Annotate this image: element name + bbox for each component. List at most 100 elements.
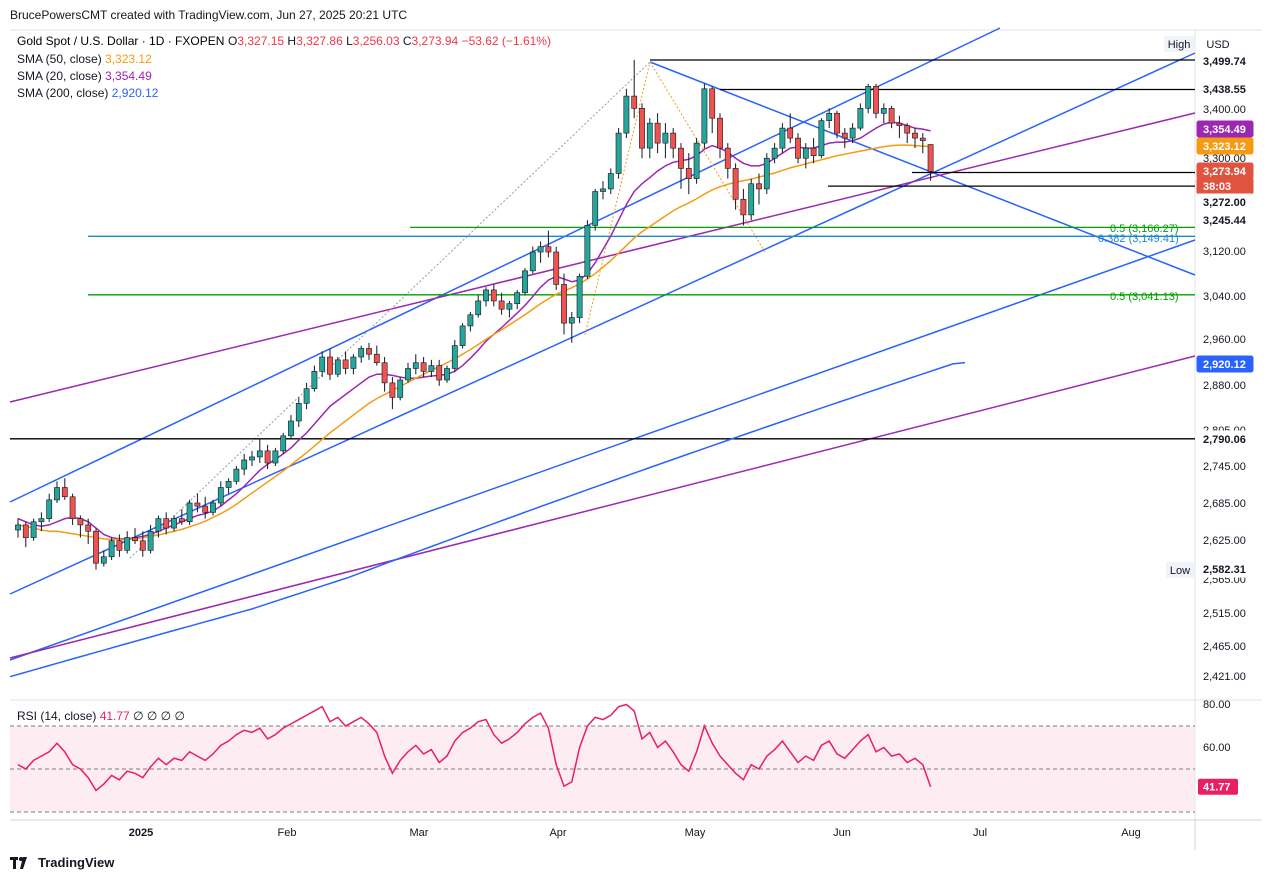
time-axis[interactable]: 2025 Feb Mar Apr May Jun Jul Aug: [129, 827, 1141, 839]
candle[interactable]: [397, 377, 404, 401]
candle[interactable]: [327, 348, 333, 380]
candle[interactable]: [295, 397, 302, 427]
candle[interactable]: [709, 86, 716, 134]
candle[interactable]: [108, 537, 115, 560]
candle[interactable]: [576, 273, 583, 324]
candle[interactable]: [249, 450, 255, 467]
candle[interactable]: [498, 292, 505, 315]
low-button[interactable]: Low: [1166, 562, 1194, 578]
candle[interactable]: [93, 528, 99, 570]
candle[interactable]: [420, 357, 427, 378]
candle[interactable]: [529, 246, 536, 274]
candle[interactable]: [615, 128, 622, 179]
candle[interactable]: [381, 357, 388, 392]
candle[interactable]: [873, 83, 879, 119]
candle[interactable]: [280, 432, 287, 454]
candle[interactable]: [303, 382, 310, 410]
horizontal-levels[interactable]: [10, 59, 1195, 440]
trendline-descending[interactable]: [649, 61, 1196, 276]
candle[interactable]: [163, 512, 170, 535]
candle[interactable]: [927, 144, 934, 181]
candle[interactable]: [779, 123, 786, 154]
candle[interactable]: [288, 415, 294, 439]
candle[interactable]: [77, 515, 84, 538]
high-button[interactable]: High: [1164, 36, 1194, 52]
candle[interactable]: [732, 163, 739, 210]
candle[interactable]: [506, 300, 513, 318]
candle[interactable]: [116, 534, 123, 557]
candle[interactable]: [849, 123, 856, 144]
candle[interactable]: [459, 323, 466, 349]
candle[interactable]: [553, 246, 560, 290]
candle[interactable]: [217, 481, 224, 507]
candle[interactable]: [147, 524, 154, 554]
trendline-upper-channel[interactable]: [9, 27, 1001, 503]
candle[interactable]: [607, 168, 614, 195]
candle[interactable]: [818, 118, 825, 159]
candle[interactable]: [701, 83, 708, 149]
currency-button[interactable]: USD: [1206, 39, 1229, 51]
candle[interactable]: [412, 354, 419, 375]
candle[interactable]: [654, 113, 661, 154]
candle[interactable]: [537, 241, 544, 263]
candle[interactable]: [139, 531, 146, 557]
candle[interactable]: [405, 362, 411, 383]
candle[interactable]: [155, 515, 162, 538]
candle[interactable]: [451, 339, 458, 372]
candle[interactable]: [15, 518, 21, 538]
candle[interactable]: [662, 123, 669, 159]
candle[interactable]: [483, 287, 489, 307]
candle[interactable]: [514, 289, 521, 310]
candle[interactable]: [678, 143, 684, 189]
candle[interactable]: [311, 365, 318, 392]
trendline-long-support[interactable]: [9, 239, 1196, 661]
trendline-purple-lower[interactable]: [9, 355, 1196, 659]
candle[interactable]: [810, 138, 817, 164]
candle[interactable]: [186, 499, 193, 525]
candle[interactable]: [264, 444, 271, 470]
candle[interactable]: [748, 178, 755, 221]
candle[interactable]: [61, 478, 68, 500]
candle[interactable]: [428, 359, 435, 378]
candle[interactable]: [841, 128, 848, 149]
candle[interactable]: [888, 105, 895, 129]
candle[interactable]: [919, 133, 926, 154]
candle[interactable]: [319, 351, 326, 378]
candle[interactable]: [475, 295, 482, 318]
candle[interactable]: [85, 518, 92, 544]
candle[interactable]: [771, 143, 778, 164]
candle[interactable]: [756, 173, 762, 205]
candle[interactable]: [373, 345, 380, 366]
candle[interactable]: [54, 481, 60, 503]
candle[interactable]: [225, 478, 232, 494]
candle[interactable]: [896, 115, 903, 139]
candle[interactable]: [545, 230, 552, 258]
candle[interactable]: [490, 284, 497, 307]
candle[interactable]: [171, 515, 177, 532]
candle[interactable]: [342, 351, 349, 375]
candle[interactable]: [561, 273, 567, 335]
candle[interactable]: [358, 345, 365, 363]
candle[interactable]: [584, 220, 591, 279]
candle[interactable]: [178, 509, 185, 525]
candle[interactable]: [350, 354, 357, 375]
candle[interactable]: [272, 447, 279, 467]
candle[interactable]: [631, 59, 638, 119]
candle[interactable]: [826, 108, 833, 129]
candle[interactable]: [592, 188, 599, 231]
candle[interactable]: [256, 438, 263, 464]
candle[interactable]: [436, 359, 443, 386]
candle[interactable]: [912, 128, 918, 149]
trendline-purple-upper[interactable]: [9, 112, 1196, 403]
candle[interactable]: [30, 518, 37, 541]
candle[interactable]: [334, 357, 341, 378]
candle[interactable]: [69, 493, 76, 525]
candle[interactable]: [763, 153, 770, 195]
candle[interactable]: [904, 123, 911, 144]
candle[interactable]: [124, 531, 131, 554]
candle[interactable]: [568, 311, 575, 343]
trend-lines[interactable]: [9, 27, 1196, 661]
trendline-lower-channel[interactable]: [9, 52, 1196, 595]
candle[interactable]: [795, 133, 801, 164]
candle[interactable]: [444, 365, 450, 383]
